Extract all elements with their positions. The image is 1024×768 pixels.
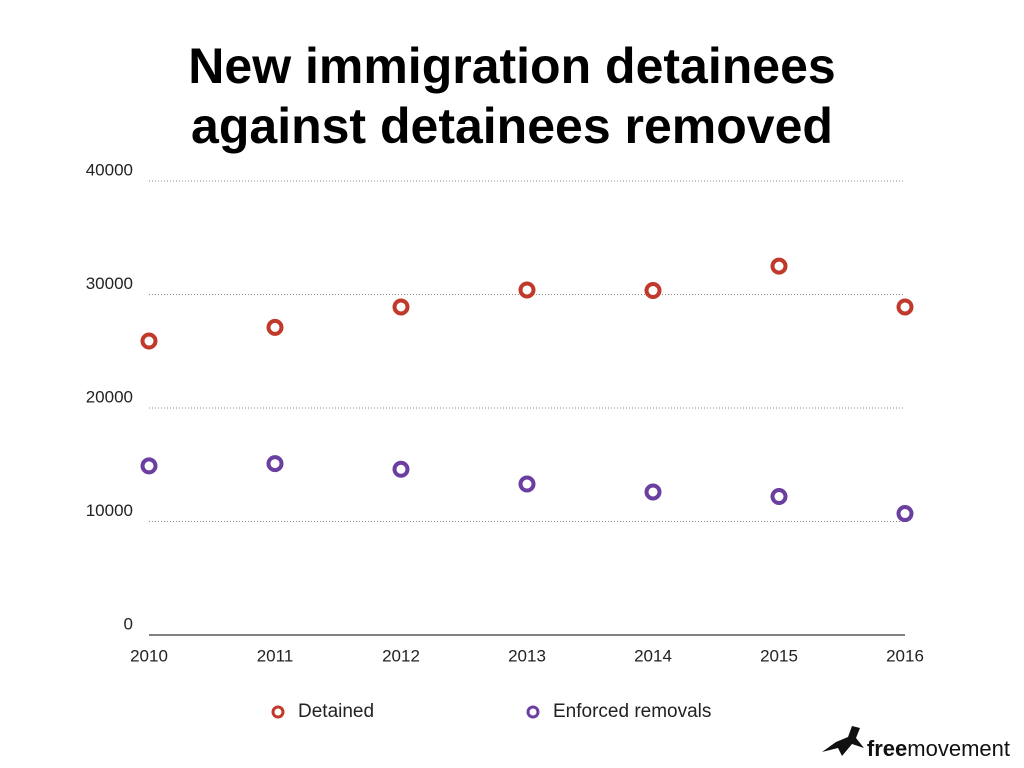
data-point	[644, 483, 662, 501]
x-tick-label: 2011	[257, 646, 294, 665]
data-point	[392, 298, 410, 316]
legend-marker	[271, 705, 285, 719]
legend-label: Enforced removals	[553, 701, 711, 722]
data-point	[266, 455, 284, 473]
x-tick-label: 2014	[634, 646, 672, 665]
y-tick-label: 10000	[86, 501, 133, 520]
x-tick-label: 2012	[382, 646, 420, 665]
x-tick-label: 2016	[886, 646, 924, 665]
logo-regular: movement	[907, 736, 1010, 761]
legend-marker	[526, 705, 540, 719]
data-point	[392, 460, 410, 478]
data-point	[140, 332, 158, 350]
data-point	[896, 505, 914, 523]
logo: freemovement	[867, 736, 1010, 762]
data-point	[518, 475, 536, 493]
legend-label: Detained	[298, 701, 374, 722]
x-tick-label: 2015	[760, 646, 798, 665]
data-point	[770, 257, 788, 275]
y-tick-label: 40000	[86, 160, 133, 179]
y-tick-label: 30000	[86, 274, 133, 293]
logo-bird	[822, 726, 864, 756]
chart-title: New immigration detainees against detain…	[188, 38, 836, 154]
data-point	[266, 318, 284, 336]
y-tick-label: 0	[124, 614, 133, 633]
data-point	[644, 282, 662, 300]
logo-bold: free	[866, 736, 908, 761]
x-tick-label: 2013	[508, 646, 546, 665]
data-point	[518, 281, 536, 299]
data-point	[140, 457, 158, 475]
data-point	[770, 488, 788, 506]
x-tick-label: 2010	[130, 646, 168, 665]
data-point	[896, 298, 914, 316]
y-tick-label: 20000	[86, 387, 133, 406]
